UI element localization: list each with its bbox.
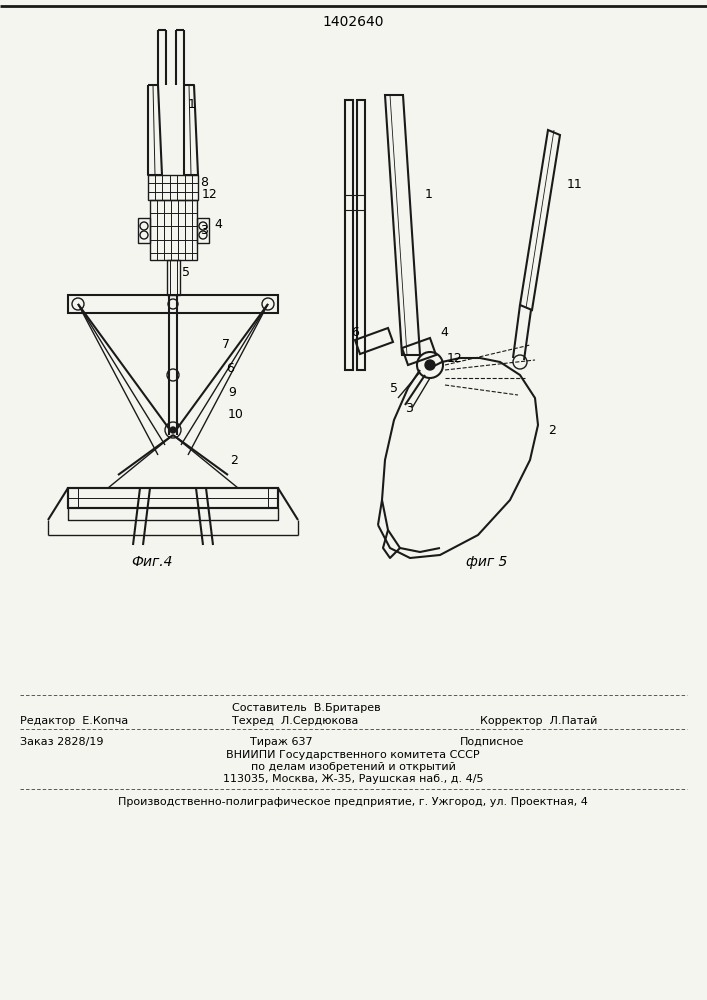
Text: 11: 11 <box>567 178 583 192</box>
Text: Заказ 2828/19: Заказ 2828/19 <box>20 737 103 747</box>
Text: 1: 1 <box>425 188 433 202</box>
Bar <box>345 100 353 370</box>
Text: 3: 3 <box>200 224 208 236</box>
Text: 2: 2 <box>230 454 238 466</box>
Bar <box>150 200 197 260</box>
Text: 6: 6 <box>226 361 234 374</box>
Bar <box>138 218 150 243</box>
Text: 7: 7 <box>222 338 230 352</box>
Text: Производственно-полиграфическое предприятие, г. Ужгород, ул. Проектная, 4: Производственно-полиграфическое предприя… <box>118 797 588 807</box>
Text: 8: 8 <box>200 176 208 190</box>
Text: 113035, Москва, Ж-35, Раушская наб., д. 4/5: 113035, Москва, Ж-35, Раушская наб., д. … <box>223 774 484 784</box>
Text: фиг 5: фиг 5 <box>467 555 508 569</box>
Text: 4: 4 <box>214 218 222 231</box>
Text: 12: 12 <box>202 188 218 202</box>
Text: Тираж 637: Тираж 637 <box>250 737 312 747</box>
Bar <box>357 100 365 370</box>
Text: Составитель  В.Бритарев: Составитель В.Бритарев <box>232 703 380 713</box>
Bar <box>68 488 278 508</box>
Text: 3: 3 <box>405 401 413 414</box>
Bar <box>68 295 278 313</box>
Text: 2: 2 <box>548 424 556 436</box>
Text: 5: 5 <box>182 265 190 278</box>
Bar <box>68 488 278 508</box>
Text: Корректор  Л.Патай: Корректор Л.Патай <box>480 716 597 726</box>
Text: Редактор  Е.Копча: Редактор Е.Копча <box>20 716 128 726</box>
Text: Фиг.4: Фиг.4 <box>132 555 173 569</box>
Text: ВНИИПИ Государственного комитета СССР: ВНИИПИ Государственного комитета СССР <box>226 750 480 760</box>
Text: 10: 10 <box>228 408 244 422</box>
Circle shape <box>425 360 435 370</box>
Text: 4: 4 <box>440 326 448 338</box>
Text: Подписное: Подписное <box>460 737 525 747</box>
Text: по делам изобретений и открытий: по делам изобретений и открытий <box>250 762 455 772</box>
Bar <box>197 218 209 243</box>
Text: 9: 9 <box>228 385 236 398</box>
Text: 1: 1 <box>188 99 196 111</box>
Text: 5: 5 <box>390 381 398 394</box>
Bar <box>167 260 180 295</box>
Text: 1402640: 1402640 <box>322 15 384 29</box>
Text: Техред  Л.Сердюкова: Техред Л.Сердюкова <box>232 716 358 726</box>
Text: 12: 12 <box>447 352 463 364</box>
Text: 6: 6 <box>351 326 359 340</box>
Circle shape <box>170 427 176 433</box>
